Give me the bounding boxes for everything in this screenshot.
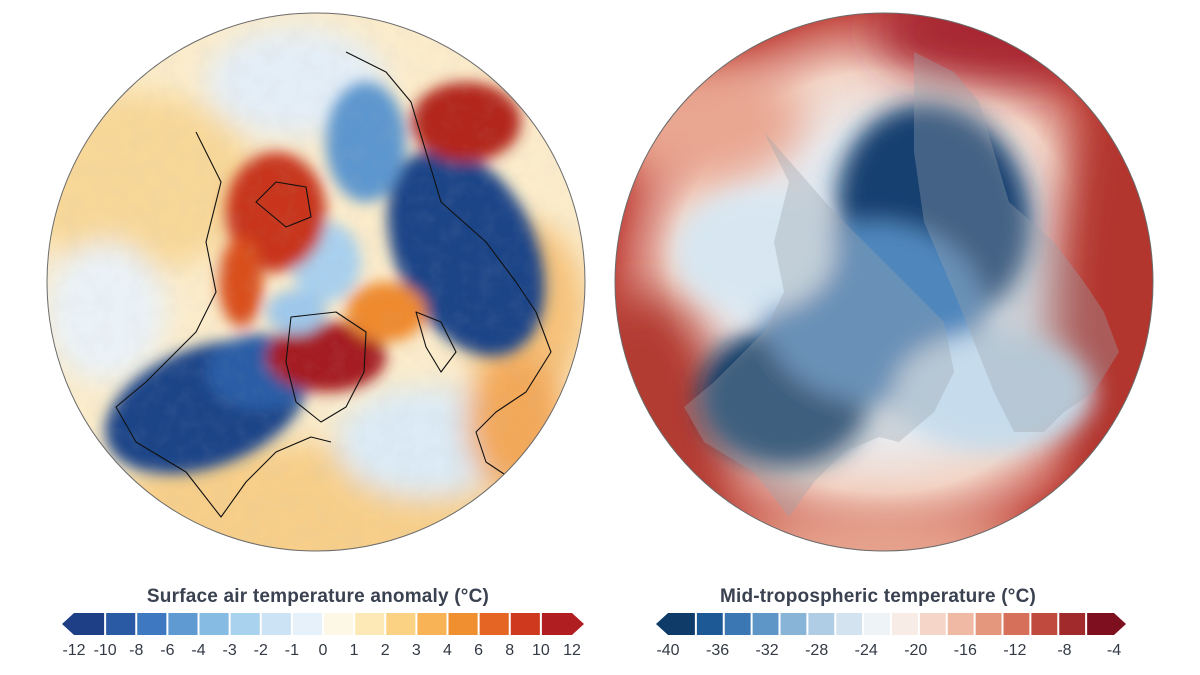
colorbar-tick-label: -8 (1057, 642, 1072, 659)
colorbar-swatch (752, 613, 779, 635)
colorbar-swatch (137, 613, 167, 635)
colorbar-tick-label: -10 (93, 642, 117, 659)
colorbar-swatch (836, 613, 863, 635)
colorbar-swatch (724, 613, 751, 635)
colorbar-swatch (892, 613, 918, 635)
colorbar-swatch (864, 613, 890, 635)
colorbar-swatch (74, 613, 105, 635)
colorbar-title: Mid-tropospheric temperature (°C) (719, 586, 1037, 607)
colorbar-swatch (106, 613, 136, 635)
colorbar-swatch (1059, 613, 1086, 635)
colorbar-swatch (417, 613, 447, 635)
colorbar-tick-label: -6 (160, 642, 175, 659)
colorbar-tick-label: -4 (1106, 642, 1122, 659)
colorbar-max-arrow (1114, 613, 1126, 635)
colorbar-tick-label: -12 (62, 642, 86, 659)
colorbar-tick-label: 12 (563, 642, 581, 659)
colorbar-swatches (656, 613, 1126, 635)
colorbar-swatch (510, 613, 540, 635)
colorbar-swatch (230, 613, 260, 635)
colorbar-tick-label: -12 (1003, 642, 1027, 659)
colorbar-swatch (780, 613, 807, 635)
colorbar-swatch (479, 613, 509, 635)
surface-colorbar (62, 613, 584, 637)
colorbar-swatch (541, 613, 572, 635)
colorbar-max-arrow (572, 613, 584, 635)
colorbar-tick-label: -16 (953, 642, 977, 659)
colorbar-tick-label: 1 (349, 642, 359, 659)
midtropo-colorbar (656, 613, 1126, 637)
colorbar-swatch (168, 613, 198, 635)
colorbar-swatch (1087, 613, 1114, 635)
colorbar-tick-label: -4 (191, 642, 206, 659)
colorbar-swatch (292, 613, 322, 635)
midtropo-panel: Mid-tropospheric temperature (°C) -40 -36… (600, 0, 1200, 675)
colorbar-swatch (199, 613, 229, 635)
colorbar-swatches (62, 613, 584, 635)
colorbar-tick-labels: -12 -10 -8 -6 -4 -3 -2 -1 0 1 2 3 4 6 8 10 12 (62, 642, 584, 664)
colorbar-tick-label: -3 (222, 642, 237, 659)
colorbar-swatch (355, 613, 385, 635)
colorbar-tick-label: 2 (380, 642, 390, 659)
surface-anomaly-globe-map (46, 12, 586, 552)
colorbar-swatch (386, 613, 416, 635)
colorbar-tick-label: 4 (443, 642, 452, 659)
midtropo-globe-map (614, 12, 1154, 552)
colorbar-swatch (1003, 613, 1030, 635)
colorbar-swatch (324, 613, 354, 635)
colorbar-swatch (975, 613, 1002, 635)
colorbar-title: Surface air temperature anomaly (°C) (146, 586, 490, 607)
colorbar-tick-label: 0 (318, 642, 328, 659)
colorbar-swatch (1031, 613, 1058, 635)
colorbar-tick-label: -40 (656, 642, 680, 659)
colorbar-tick-label: -20 (904, 642, 928, 659)
colorbar-swatch (919, 613, 946, 635)
colorbar-min-arrow (656, 613, 668, 635)
colorbar-tick-labels: -40 -36 -32 -28 -24 -20 -16 -12 -8 -4 (656, 642, 1126, 664)
colorbar-tick-label: 6 (474, 642, 484, 659)
colorbar-tick-label: 3 (411, 642, 421, 659)
colorbar-swatch (808, 613, 835, 635)
colorbar-swatch (696, 613, 723, 635)
colorbar-swatch (261, 613, 291, 635)
colorbar-tick-label: -36 (705, 642, 730, 659)
colorbar-tick-label: 8 (505, 642, 515, 659)
colorbar-tick-label: -32 (755, 642, 779, 659)
colorbar-tick-label: -1 (284, 642, 299, 659)
surface-anomaly-panel: Surface air temperature anomaly (°C) -12… (46, 12, 586, 664)
colorbar-swatch (668, 613, 695, 635)
colorbar-swatch (947, 613, 974, 635)
colorbar-swatch (448, 613, 478, 635)
colorbar-tick-label: -8 (129, 642, 144, 659)
colorbar-tick-label: -2 (253, 642, 268, 659)
colorbar-tick-label: -28 (805, 642, 829, 659)
colorbar-tick-label: -24 (854, 642, 878, 659)
colorbar-min-arrow (62, 613, 74, 635)
colorbar-tick-label: 10 (531, 642, 550, 659)
